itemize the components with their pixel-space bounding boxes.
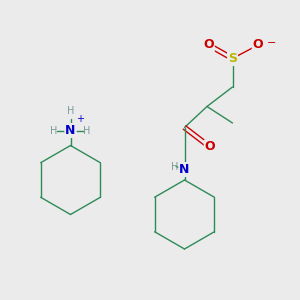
Text: O: O — [203, 38, 214, 52]
Text: N: N — [65, 124, 76, 137]
Text: S: S — [228, 52, 237, 65]
Text: H: H — [171, 161, 178, 172]
Text: H: H — [50, 125, 58, 136]
Text: −: − — [267, 38, 276, 48]
Text: N: N — [179, 163, 190, 176]
Text: H: H — [83, 125, 91, 136]
Text: O: O — [205, 140, 215, 154]
Text: H: H — [67, 106, 74, 116]
Text: +: + — [76, 114, 84, 124]
Text: O: O — [253, 38, 263, 52]
